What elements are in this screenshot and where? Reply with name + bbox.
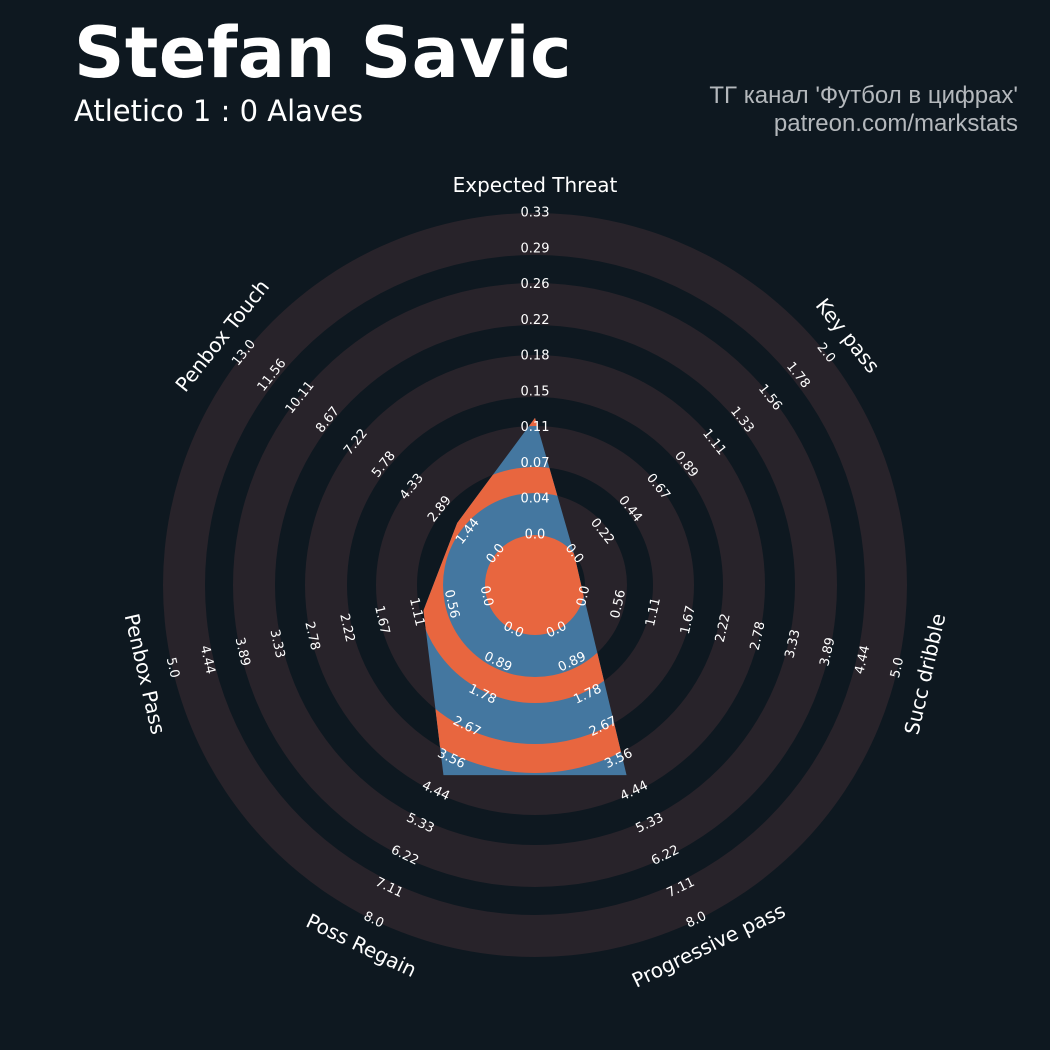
tick-label: 0.0 [525, 528, 546, 543]
credit-patreon: patreon.com/markstats [773, 110, 1018, 137]
tick-label: 1.67 [678, 604, 699, 636]
match-subtitle: Atletico 1 : 0 Alaves [74, 94, 364, 128]
tick-label: 3.33 [266, 628, 287, 660]
tick-label: 0.26 [521, 277, 550, 292]
tick-label: 2.78 [301, 620, 322, 652]
tick-label: 0.56 [441, 588, 462, 620]
tick-label: 5.0 [163, 656, 182, 680]
tick-label: 1.11 [406, 596, 427, 628]
player-name-title: Stefan Savic [74, 12, 573, 94]
tick-label: 0.11 [521, 420, 550, 435]
tick-label: 0.07 [521, 456, 550, 471]
param-label: Expected Threat [453, 173, 618, 197]
tick-label: 0.18 [521, 349, 550, 364]
tick-label: 2.22 [713, 612, 734, 644]
tick-label: 3.89 [232, 636, 253, 668]
tick-label: 2.78 [748, 620, 769, 652]
tick-label: 1.67 [371, 604, 392, 636]
tick-label: 1.11 [643, 596, 664, 628]
param-label: Succ dribble [900, 611, 951, 737]
data-polygon-alternate-bands [423, 417, 627, 776]
tick-label: 0.04 [521, 492, 550, 507]
tick-label: 3.89 [817, 636, 838, 668]
tick-label: 0.0 [477, 584, 496, 608]
tick-label: 5.0 [888, 656, 907, 680]
tick-label: 0.33 [521, 206, 550, 221]
tick-label: 4.44 [852, 644, 873, 676]
tick-label: 0.56 [608, 588, 629, 620]
tick-label: 3.33 [782, 628, 803, 660]
tick-label: 0.29 [521, 241, 550, 256]
param-label: Penbox Pass [120, 611, 171, 736]
tick-label: 0.22 [521, 313, 550, 328]
tick-label: 4.44 [197, 644, 218, 676]
tick-label: 0.15 [521, 384, 550, 399]
tick-label: 0.0 [574, 584, 593, 608]
tick-label: 2.22 [336, 612, 357, 644]
credit-channel: ТГ канал 'Футбол в цифрах' [709, 82, 1018, 109]
data-polygon-group [423, 417, 627, 776]
